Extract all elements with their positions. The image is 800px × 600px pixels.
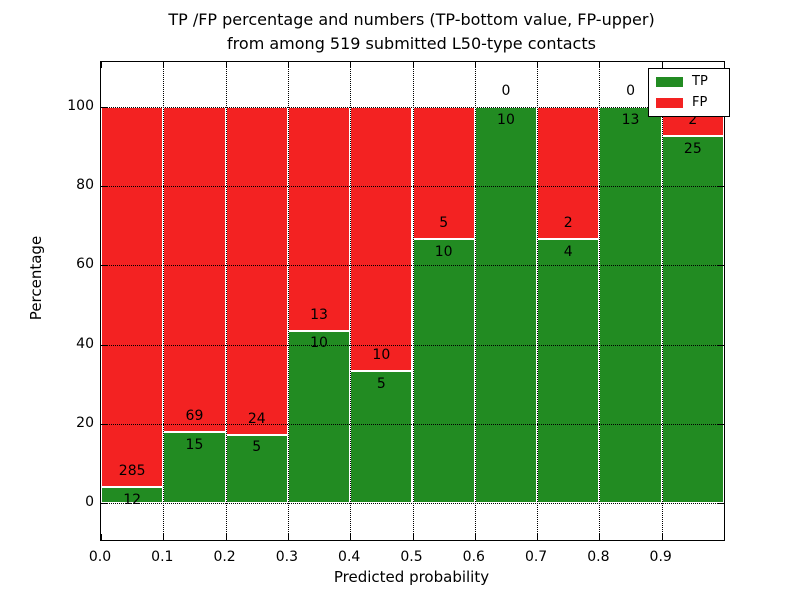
legend-item-tp: TP (656, 75, 722, 89)
tp-swatch-icon (656, 77, 683, 87)
x-tick-top (474, 62, 476, 68)
tp-bar-segment (101, 487, 164, 503)
x-axis-label: Predicted probability (333, 568, 490, 586)
tp-bar-segment (661, 136, 724, 503)
x-tick-top (661, 62, 663, 68)
x-tick-bottom (350, 534, 352, 540)
x-tick-bottom (287, 534, 289, 540)
x-tick-bottom (163, 534, 165, 540)
x-gridline (287, 62, 289, 540)
y-tick-label: 40 (76, 335, 94, 352)
fp-count-label: 0 (501, 83, 511, 100)
y-tick-right (718, 265, 724, 267)
x-gridline (412, 62, 414, 540)
x-tick-label: 0.7 (524, 549, 548, 565)
x-tick-bottom (474, 534, 476, 540)
fp-legend-label: FP (692, 95, 708, 110)
x-tick-top (724, 62, 725, 68)
x-tick-label: 0.3 (275, 549, 299, 565)
x-gridline (163, 62, 165, 540)
x-gridline (599, 62, 601, 540)
x-gridline (350, 62, 352, 540)
y-tick-right (718, 503, 724, 504)
x-gridline (225, 62, 227, 540)
fp-bar-segment (225, 107, 288, 435)
plot-area: 285 12 69 15 24 5 13 10 10 5 5 10 0 10 2 4 0 13 2 25 (100, 61, 725, 541)
legend-item-fp: FP (656, 96, 722, 110)
x-tick-bottom (599, 534, 601, 540)
tp-bar-segment (350, 371, 413, 503)
tp-legend-label: TP (692, 74, 708, 89)
x-tick-top (163, 62, 165, 68)
x-tick-label: 0.5 (400, 549, 423, 565)
y-tick-right (718, 423, 724, 425)
fp-bar-segment (163, 107, 226, 433)
y-tick-left (101, 186, 107, 188)
x-tick-bottom (724, 534, 725, 540)
x-gridline (661, 62, 663, 540)
legend: TP FP (648, 68, 730, 117)
chart-title-line2: from among 519 submitted L50-type contac… (227, 34, 596, 53)
y-tick-left (101, 503, 107, 504)
fp-bar-segment (537, 107, 600, 239)
y-tick-label: 100 (67, 98, 94, 114)
x-tick-top (350, 62, 352, 68)
y-tick-right (718, 186, 724, 188)
y-tick-left (101, 265, 107, 267)
x-tick-label: 0.2 (213, 549, 236, 565)
x-tick-bottom (101, 534, 102, 540)
y-tick-label: 0 (85, 494, 94, 510)
x-gridline (474, 62, 476, 540)
x-tick-label: 0.9 (649, 549, 672, 565)
x-tick-bottom (537, 534, 539, 540)
fp-bar-segment (350, 107, 413, 371)
y-tick-right (718, 344, 724, 346)
x-tick-bottom (412, 534, 414, 540)
y-tick-left (101, 344, 107, 346)
fp-swatch-icon (656, 98, 683, 108)
x-tick-bottom (661, 534, 663, 540)
y-tick-left (101, 423, 107, 425)
tp-bar-segment (412, 239, 475, 503)
x-tick-top (537, 62, 539, 68)
x-tick-label: 0.0 (88, 549, 112, 565)
x-tick-top (225, 62, 227, 68)
y-tick-label: 60 (76, 256, 94, 273)
x-tick-label: 0.4 (338, 549, 361, 565)
x-tick-label: 0.1 (151, 549, 174, 565)
y-tick-label: 20 (76, 414, 94, 431)
tp-bar-segment (287, 330, 351, 503)
x-tick-top (101, 62, 102, 68)
tp-bar-segment (599, 107, 662, 503)
fp-bar-segment (101, 107, 164, 487)
y-tick-label: 80 (76, 177, 94, 194)
tp-bar-segment (474, 107, 538, 503)
x-tick-top (287, 62, 289, 68)
x-tick-top (599, 62, 601, 68)
tp-bar-segment (225, 434, 288, 503)
fp-bar-segment (287, 107, 351, 331)
tp-bar-segment (537, 239, 600, 503)
x-gridline (537, 62, 539, 540)
x-tick-label: 0.8 (587, 549, 610, 565)
chart-title: TP /FP percentage and numbers (TP-bottom… (100, 8, 723, 56)
x-tick-bottom (225, 534, 227, 540)
x-tick-label: 0.6 (462, 549, 485, 565)
chart-title-line1: TP /FP percentage and numbers (TP-bottom… (168, 10, 655, 29)
y-tick-left (101, 107, 107, 108)
y-axis-label: Percentage (27, 235, 45, 321)
tp-bar-segment (163, 432, 226, 503)
x-tick-top (412, 62, 414, 68)
fp-bar-segment (412, 107, 475, 239)
